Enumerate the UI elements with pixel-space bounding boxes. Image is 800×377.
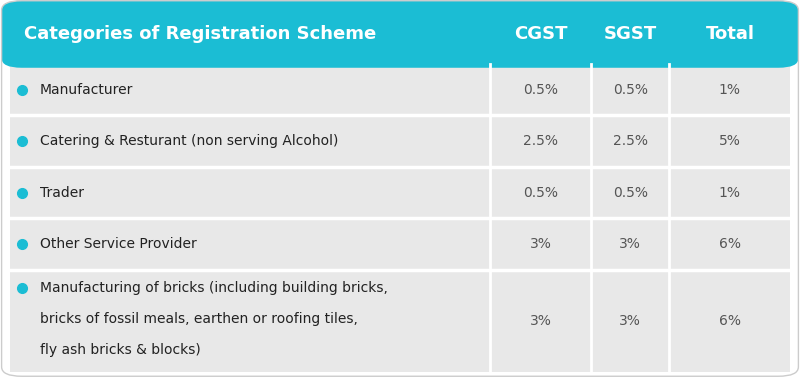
Text: 3%: 3%	[530, 237, 551, 251]
Bar	[10, 270, 790, 372]
FancyBboxPatch shape	[2, 1, 798, 68]
Text: Manufacturing of bricks (including building bricks,: Manufacturing of bricks (including build…	[40, 281, 388, 295]
Bar	[10, 167, 790, 218]
Text: SGST: SGST	[604, 25, 657, 43]
Text: 0.5%: 0.5%	[613, 83, 648, 97]
Text: 5%: 5%	[719, 134, 741, 148]
Text: Other Service Provider: Other Service Provider	[40, 237, 197, 251]
Text: 3%: 3%	[619, 314, 642, 328]
Text: 2.5%: 2.5%	[523, 134, 558, 148]
Text: 0.5%: 0.5%	[523, 83, 558, 97]
Bar	[10, 218, 790, 270]
Text: Categories of Registration Scheme: Categories of Registration Scheme	[24, 25, 376, 43]
Text: fly ash bricks & blocks): fly ash bricks & blocks)	[40, 343, 201, 357]
Text: 0.5%: 0.5%	[523, 185, 558, 199]
Text: CGST: CGST	[514, 25, 567, 43]
Text: 6%: 6%	[719, 237, 741, 251]
Text: Trader: Trader	[40, 185, 84, 199]
Text: 0.5%: 0.5%	[613, 185, 648, 199]
Bar	[10, 64, 790, 115]
Text: 1%: 1%	[719, 185, 741, 199]
Text: 3%: 3%	[530, 314, 551, 328]
Text: Total: Total	[706, 25, 754, 43]
Text: Catering & Resturant (non serving Alcohol): Catering & Resturant (non serving Alcoho…	[40, 134, 338, 148]
Text: bricks of fossil meals, earthen or roofing tiles,: bricks of fossil meals, earthen or roofi…	[40, 312, 358, 326]
Bar	[10, 40, 790, 64]
Text: Manufacturer: Manufacturer	[40, 83, 134, 97]
Bar	[10, 115, 790, 167]
Text: 2.5%: 2.5%	[613, 134, 648, 148]
Text: 1%: 1%	[719, 83, 741, 97]
Text: 6%: 6%	[719, 314, 741, 328]
Text: 3%: 3%	[619, 237, 642, 251]
